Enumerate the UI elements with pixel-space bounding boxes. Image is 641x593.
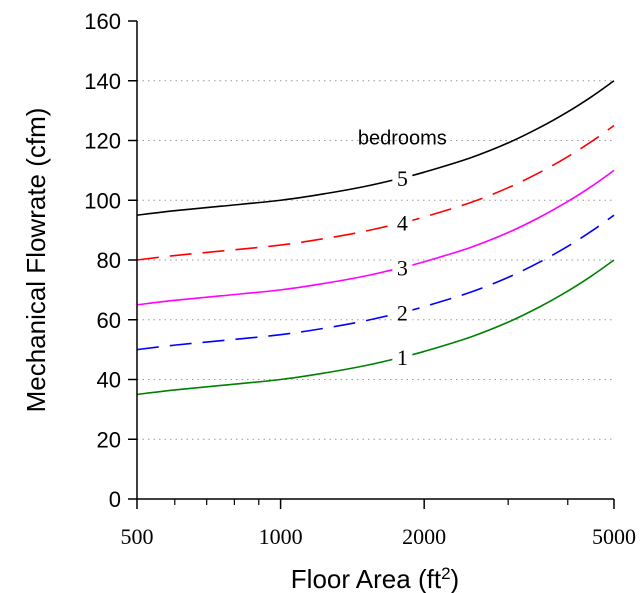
grid-lines	[137, 80, 614, 440]
series-label-3: 3	[392, 255, 413, 280]
y-tick-label-120: 120	[84, 129, 121, 154]
series-labels: 1 2 3 4 5	[392, 166, 413, 370]
series-label-text: 5	[397, 166, 408, 191]
series-label-text: 2	[397, 300, 408, 325]
series-2-line	[136, 214, 615, 351]
y-tick-label-80: 80	[97, 248, 121, 273]
bedrooms-annotation: bedrooms	[358, 128, 447, 150]
x-axis-label: Floor Area (ft2)	[291, 564, 459, 593]
y-tick-label-40: 40	[97, 368, 121, 393]
series-4-line	[136, 124, 615, 261]
x-tick-label-5000: 5000	[592, 524, 636, 549]
series-3-line	[136, 169, 615, 306]
y-tick-label-60: 60	[97, 308, 121, 333]
y-tick-label-140: 140	[84, 69, 121, 94]
series-label-1: 1	[392, 345, 413, 370]
series-label-backing	[392, 166, 413, 189]
series-label-text: 4	[397, 211, 408, 236]
series-label-4: 4	[392, 211, 413, 236]
series-lines	[136, 80, 615, 396]
series-label-5: 5	[392, 166, 413, 191]
series-label-text: 3	[397, 255, 408, 280]
y-tick-label-160: 160	[84, 9, 121, 34]
y-tick-label-20: 20	[97, 427, 121, 452]
y-tick-label-100: 100	[84, 188, 121, 213]
x-tick-label-500: 500	[121, 524, 154, 549]
y-tick-label-0: 0	[109, 487, 121, 512]
series-label-text: 1	[397, 345, 408, 370]
axes: 0 20 40 60 80 100 120 140 160 500 1000 2000 5000	[84, 9, 636, 549]
x-tick-label-1000: 1000	[259, 524, 303, 549]
series-label-2: 2	[392, 300, 413, 325]
series-label-backing	[392, 211, 413, 234]
series-5-line	[136, 80, 615, 216]
x-tick-label-2000: 2000	[402, 524, 446, 549]
y-axis-label: Mechanical Flowrate (cfm)	[21, 108, 51, 413]
series-label-backing	[392, 256, 413, 279]
series-label-backing	[392, 301, 413, 324]
series-label-backing	[392, 346, 413, 369]
series-1-line	[136, 259, 615, 396]
